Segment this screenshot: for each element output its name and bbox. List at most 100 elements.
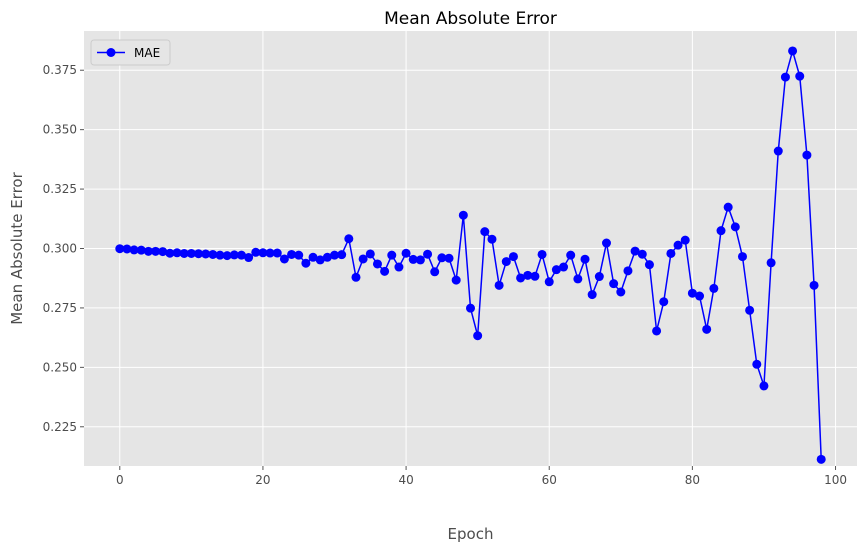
data-point [551,265,561,275]
data-point [244,253,254,263]
data-point [480,227,490,237]
data-point [580,254,590,264]
y-tick-label: 0.300 [43,242,77,256]
data-point [287,249,297,259]
data-point [423,249,433,259]
data-point [601,238,611,248]
data-point [222,251,232,261]
data-point [387,250,397,260]
data-point [745,305,755,315]
data-point [609,279,619,289]
data-point [501,257,511,267]
data-point [752,359,762,369]
data-point [194,249,204,259]
data-point [637,249,647,259]
data-point [158,247,168,257]
data-point [508,252,518,262]
data-point [809,280,819,290]
data-point [780,72,790,82]
y-tick-label: 0.325 [43,182,77,196]
x-axis-label: Epoch [448,525,494,543]
data-point [365,249,375,259]
data-point [265,248,275,258]
data-point [344,234,354,244]
data-point [172,248,182,258]
data-point [737,252,747,262]
data-point [186,248,196,258]
data-point [308,252,318,262]
data-point [616,287,626,297]
x-tick-label: 80 [685,473,700,487]
grid-lines [84,31,857,466]
data-point [659,297,669,307]
legend-box [90,39,171,66]
data-point [372,259,382,269]
y-tick-label: 0.350 [43,123,77,137]
data-point [451,275,461,285]
data-point [566,250,576,260]
data-point [487,234,497,244]
data-point [430,267,440,277]
data-point [201,249,211,259]
data-point [530,271,540,281]
data-point [652,326,662,336]
data-point [337,250,347,260]
data-point [473,331,483,341]
data-point [279,254,289,264]
y-axis-label: Mean Absolute Error [8,171,26,324]
data-point [802,150,812,160]
chart-title: Mean Absolute Error [384,9,557,29]
x-axis-ticks: 0 20 40 60 80 100 [116,466,847,487]
data-point [766,258,776,268]
data-point [687,288,697,298]
data-point [730,222,740,232]
data-point [544,277,554,287]
data-point [115,244,125,254]
data-point [415,255,425,265]
data-point [251,247,261,257]
data-point [444,253,454,263]
data-point [215,250,225,260]
data-point [759,381,769,391]
data-point [136,245,146,255]
data-point [680,235,690,245]
data-point [408,254,418,264]
data-point [458,210,468,220]
data-point [143,246,153,256]
y-tick-label: 0.250 [43,360,77,374]
data-point [630,246,640,256]
x-tick-label: 20 [255,473,270,487]
data-point [380,266,390,276]
data-point [573,274,583,284]
data-point [358,254,368,264]
x-tick-label: 0 [116,473,124,487]
data-point [795,71,805,81]
data-point [129,245,139,255]
data-point [401,248,411,258]
data-point [623,266,633,276]
data-point [466,303,475,313]
data-point [394,262,404,272]
data-point [666,248,676,258]
data-point [122,244,132,254]
data-point [673,240,683,250]
legend: MAE [90,39,171,66]
y-tick-label: 0.225 [43,420,77,434]
data-point [151,246,161,256]
legend-label-mae: MAE [134,46,160,60]
data-point [523,270,533,280]
x-tick-label: 100 [824,473,847,487]
data-point [294,250,304,260]
data-point [351,272,361,282]
data-point [644,260,654,270]
data-point [716,226,726,236]
data-point [773,146,783,156]
y-tick-label: 0.275 [43,301,77,315]
data-point [165,248,175,258]
data-point [594,272,604,282]
data-point [702,324,712,334]
data-point [322,252,332,262]
data-point [709,283,719,293]
data-point [587,290,597,300]
